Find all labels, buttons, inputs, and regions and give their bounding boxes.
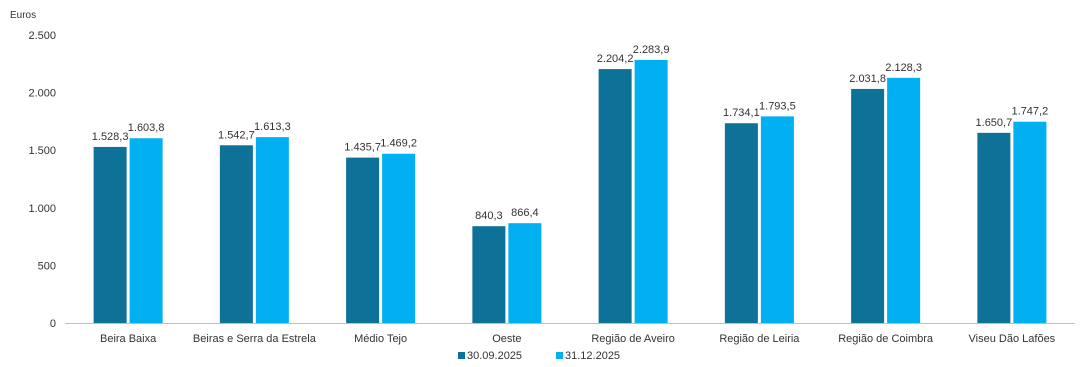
- bar: [977, 132, 1011, 323]
- bar: [255, 137, 289, 323]
- legend-swatch: [556, 352, 563, 359]
- category-label: Viseu Dão Lafões: [969, 333, 1056, 345]
- y-tick-label: 1.000: [28, 203, 56, 215]
- data-label: 1.747,2: [1012, 106, 1049, 118]
- data-label: 2.128,3: [885, 62, 922, 74]
- bar: [382, 153, 416, 323]
- y-axis-unit-label: Euros: [10, 10, 36, 21]
- category-label: Região de Leiria: [719, 333, 800, 345]
- category-labels: Beira Baixa Beiras e Serra da Estrela Médi…: [100, 333, 1056, 345]
- data-label: 1.793,5: [759, 100, 796, 112]
- bar: [760, 116, 794, 324]
- legend-label: 31.12.2025: [565, 350, 620, 362]
- bar: [472, 226, 506, 323]
- bars: [93, 59, 1047, 324]
- data-label: 1.613,3: [254, 121, 291, 133]
- data-label: 2.031,8: [849, 73, 886, 85]
- legend-label: 30.09.2025: [467, 350, 522, 362]
- bar: [851, 88, 885, 323]
- category-label: Beira Baixa: [100, 333, 157, 345]
- data-label: 1.542,7: [218, 129, 255, 141]
- y-tick-label: 500: [38, 260, 56, 272]
- bar: [1013, 121, 1047, 323]
- category-label: Beiras e Serra da Estrela: [193, 333, 317, 345]
- data-label: 1.469,2: [380, 138, 417, 150]
- y-tick-label: 2.000: [28, 88, 56, 100]
- data-label: 2.283,9: [633, 44, 670, 56]
- data-label: 840,3: [475, 210, 503, 222]
- y-tick-label: 0: [50, 318, 56, 330]
- data-label: 1.603,8: [128, 122, 165, 134]
- data-label: 1.528,3: [92, 131, 129, 143]
- legend-swatch: [458, 352, 465, 359]
- bar: [508, 223, 542, 323]
- y-tick-label: 2.500: [28, 30, 56, 42]
- bar: [634, 59, 668, 324]
- bar: [598, 69, 632, 323]
- data-label: 2.204,2: [597, 53, 634, 65]
- category-label: Oeste: [492, 333, 521, 345]
- y-axis-ticks: 0 500 1.000 1.500 2.000 2.500: [28, 30, 56, 330]
- data-labels: 1.528,31.603,8 1.542,71.613,3 1.435,7 1.469…: [92, 44, 1048, 222]
- bar: [219, 145, 253, 323]
- data-label: 1.435,7: [344, 142, 381, 154]
- data-label: 1.650,7: [976, 117, 1013, 129]
- y-tick-label: 1.500: [28, 145, 56, 157]
- data-label: 866,4: [511, 207, 539, 219]
- category-label: Médio Tejo: [354, 333, 407, 345]
- bar: [887, 77, 921, 323]
- data-label: 1.734,1: [723, 107, 760, 119]
- bar: [724, 123, 758, 323]
- bar: [93, 146, 127, 323]
- bar: [129, 138, 163, 323]
- category-label: Região de Aveiro: [591, 333, 675, 345]
- legend: 30.09.2025 31.12.2025: [458, 350, 620, 362]
- bar: [346, 157, 380, 323]
- category-label: Região de Coimbra: [838, 333, 934, 345]
